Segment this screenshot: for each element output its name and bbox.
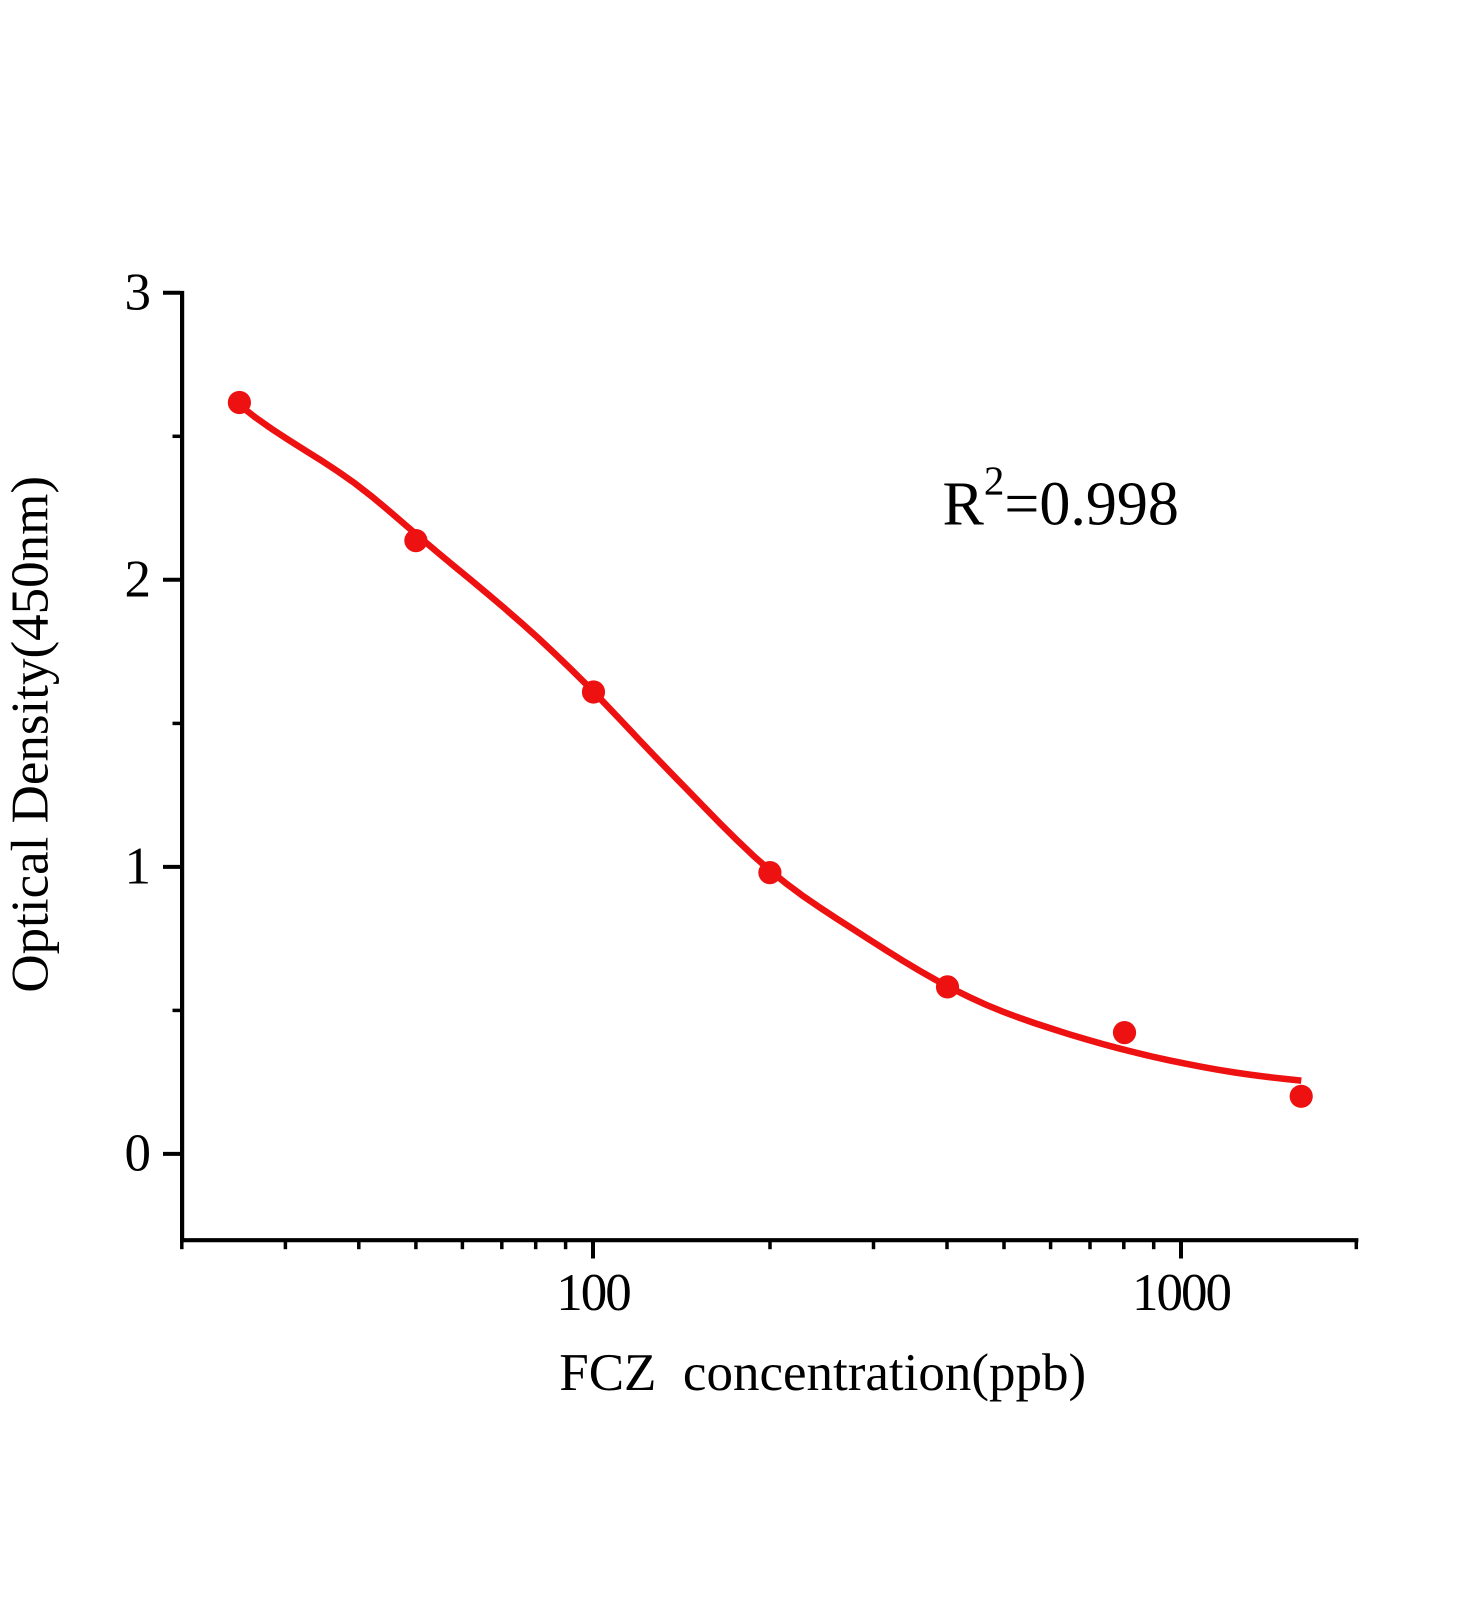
- svg-text:1000: 1000: [1132, 1264, 1231, 1322]
- svg-text:3: 3: [125, 263, 152, 321]
- svg-text:0: 0: [125, 1124, 152, 1182]
- svg-text:100: 100: [556, 1264, 630, 1322]
- svg-text:2: 2: [125, 550, 152, 608]
- svg-text:R2=0.998: R2=0.998: [943, 457, 1179, 538]
- svg-text:1: 1: [125, 837, 152, 895]
- svg-text:Optical Density(450nm): Optical Density(450nm): [2, 476, 60, 993]
- svg-text:FCZ concentration(ppb): FCZ concentration(ppb): [559, 1344, 1086, 1402]
